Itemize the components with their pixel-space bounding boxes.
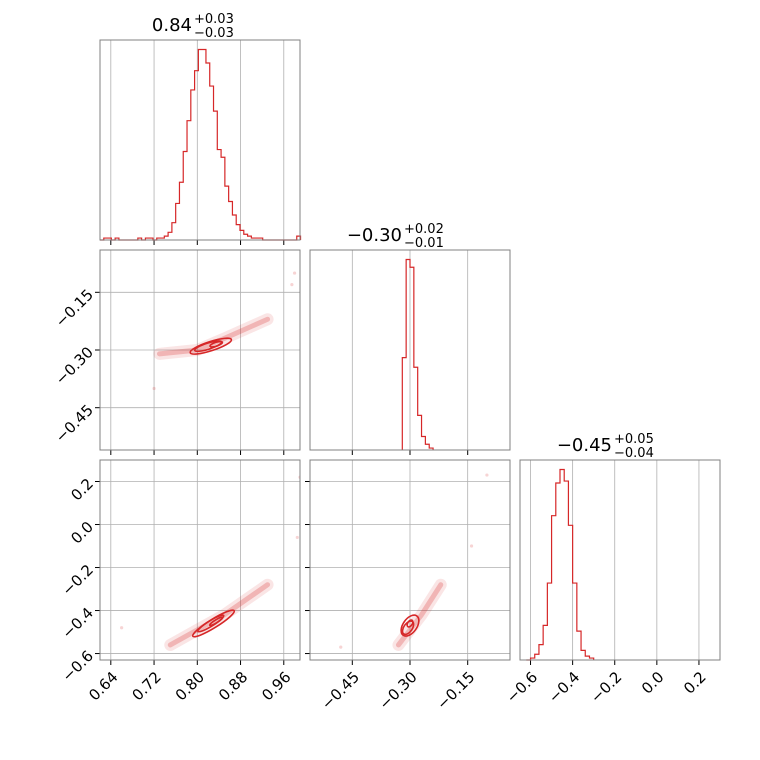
- y-tick-label: −0.45: [52, 401, 97, 446]
- panel-title-lower: −0.03: [194, 26, 234, 41]
- y-tick-label: −0.4: [59, 604, 97, 642]
- histogram-step: [526, 468, 595, 661]
- scatter-point: [152, 386, 156, 391]
- y-tick-label: 0.2: [67, 475, 97, 505]
- scatter-band: [392, 578, 447, 651]
- x-tick-label: 0.88: [215, 668, 251, 704]
- panel-frame: [99, 249, 301, 451]
- panel-title-upper: +0.03: [194, 12, 234, 27]
- contour-ring: [209, 340, 224, 348]
- panel-p00: 0.84 +0.03−0.03: [99, 12, 302, 245]
- scatter-point: [120, 626, 124, 630]
- scatter-point: [295, 535, 299, 540]
- panel-p11: −0.30 +0.02−0.01: [309, 222, 511, 455]
- panel-frame: [309, 249, 511, 451]
- y-tick-label: −0.6: [59, 647, 97, 685]
- panel-title-value: 0.84: [152, 15, 192, 36]
- contour-ring: [208, 616, 224, 627]
- scatter-point: [485, 473, 489, 477]
- y-tick-label: −0.15: [52, 286, 97, 331]
- panel-title-lower: −0.04: [614, 446, 654, 461]
- x-tick-label: −0.45: [318, 668, 363, 713]
- scatter-point: [339, 645, 343, 649]
- panel-title-value: −0.45: [557, 435, 612, 456]
- panel-p21: −0.45 −0.30 −0.15: [305, 459, 511, 713]
- x-tick-label: −0.4: [545, 668, 583, 706]
- x-tick-label: −0.15: [433, 668, 478, 713]
- scatter-layer: [152, 271, 297, 391]
- panel-frame: [519, 459, 721, 661]
- contour-ring: [400, 614, 420, 637]
- x-tick-label: 0.72: [128, 668, 164, 704]
- y-tick-label: 0.0: [67, 518, 97, 548]
- panel-p10: −0.15 −0.30 −0.45: [52, 249, 301, 455]
- scatter-layer: [339, 473, 489, 651]
- x-tick-label: 0.96: [258, 668, 294, 704]
- contour-ring: [406, 619, 414, 628]
- scatter-point: [290, 283, 294, 287]
- scatter-core: [395, 582, 444, 648]
- panel-title-lower: −0.01: [404, 236, 444, 251]
- panel-frame: [99, 39, 301, 241]
- x-tick-label: 0.2: [680, 668, 710, 698]
- panel-frame: [99, 459, 301, 661]
- histogram-step: [100, 48, 302, 241]
- y-tick-label: −0.30: [52, 343, 97, 388]
- panel-frame: [309, 459, 511, 661]
- x-tick-label: 0.80: [172, 668, 208, 704]
- panel-p20: 0.64 0.72 0.80 0.88 0.96 0.2 0.0 −0.2 −0.4 −0.6: [59, 459, 301, 704]
- panel-p22: −0.6 −0.4 −0.2 0.0 0.2 −0.45 +0.05−0.04: [503, 432, 721, 707]
- scatter-point: [292, 271, 297, 275]
- panel-title-upper: +0.05: [614, 432, 654, 447]
- x-tick-label: 0.64: [85, 668, 121, 704]
- y-tick-label: −0.2: [59, 561, 97, 599]
- x-tick-label: −0.6: [503, 668, 541, 706]
- histogram-step: [401, 258, 434, 450]
- panel-title-value: −0.30: [347, 225, 402, 246]
- panel-title-upper: +0.02: [404, 222, 444, 237]
- scatter-layer: [120, 475, 300, 651]
- x-tick-label: −0.2: [587, 668, 625, 706]
- scatter-point: [469, 544, 474, 548]
- x-tick-label: −0.30: [376, 668, 421, 713]
- x-tick-label: 0.0: [638, 668, 668, 698]
